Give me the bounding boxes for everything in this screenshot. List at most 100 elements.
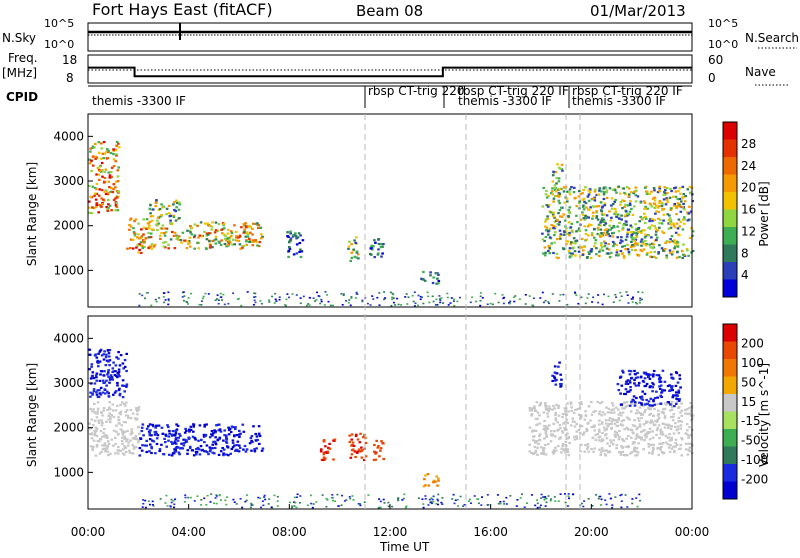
- data-cell: [196, 495, 199, 497]
- data-cell: [575, 437, 579, 440]
- data-cell: [463, 504, 466, 506]
- data-cell: [432, 495, 435, 498]
- data-cell: [112, 429, 116, 432]
- data-cell: [669, 226, 673, 229]
- data-cell: [205, 238, 209, 241]
- data-cell: [632, 298, 634, 300]
- data-cell: [605, 191, 608, 194]
- data-cell: [142, 233, 145, 236]
- y-tick-label: 3000: [53, 174, 84, 188]
- data-cell: [619, 200, 623, 204]
- data-cell: [333, 438, 337, 441]
- data-cell: [600, 244, 603, 247]
- data-cell: [350, 296, 353, 298]
- data-cell: [571, 241, 575, 244]
- data-cell: [116, 376, 119, 379]
- data-cell: [183, 295, 186, 297]
- data-cell: [230, 232, 234, 235]
- data-cell: [108, 359, 112, 362]
- data-cell: [125, 401, 128, 404]
- data-cell: [600, 401, 604, 404]
- data-cell: [626, 204, 630, 207]
- data-cell: [616, 383, 620, 386]
- data-cell: [237, 450, 241, 453]
- data-cell: [190, 226, 194, 229]
- data-cell: [633, 419, 636, 422]
- data-cell: [235, 449, 238, 452]
- data-cell: [296, 493, 299, 496]
- data-cell: [596, 193, 600, 196]
- data-cell: [103, 176, 107, 180]
- data-cell: [222, 223, 226, 226]
- data-cell: [118, 364, 122, 367]
- data-cell: [580, 425, 584, 428]
- data-cell: [579, 193, 583, 196]
- data-cell: [90, 363, 94, 366]
- data-cell: [397, 498, 399, 500]
- data-cell: [434, 304, 437, 306]
- data-cell: [603, 220, 607, 223]
- data-cell: [643, 186, 647, 189]
- data-cell: [582, 245, 586, 249]
- data-cell: [621, 245, 624, 248]
- data-cell: [649, 421, 652, 424]
- data-cell: [431, 502, 433, 505]
- data-cell: [664, 423, 667, 426]
- data-cell: [101, 379, 105, 382]
- data-cell: [158, 449, 161, 453]
- colorbar-tick-label: 20: [741, 181, 756, 195]
- data-cell: [550, 242, 553, 245]
- data-cell: [605, 214, 609, 217]
- data-cell: [652, 187, 656, 190]
- data-cell: [632, 245, 636, 248]
- data-cell: [134, 446, 138, 449]
- data-cell: [619, 414, 623, 417]
- data-cell: [664, 241, 667, 244]
- data-cell: [285, 298, 288, 301]
- data-cell: [244, 450, 248, 453]
- data-cell: [606, 252, 610, 255]
- data-cell: [671, 396, 675, 399]
- data-cell: [223, 303, 226, 306]
- data-cell: [582, 204, 585, 207]
- data-cell: [340, 504, 343, 506]
- data-cell: [651, 430, 654, 433]
- data-cell: [616, 213, 620, 216]
- data-cell: [577, 246, 581, 249]
- data-cell: [227, 237, 230, 240]
- data-cell: [605, 449, 609, 452]
- data-cell: [394, 304, 397, 306]
- colorbar-segment: [723, 376, 737, 395]
- data-cell: [88, 184, 91, 188]
- data-cell: [598, 413, 601, 416]
- data-cell: [164, 441, 167, 444]
- data-cell: [566, 402, 569, 405]
- data-cell: [545, 435, 548, 438]
- data-cell: [102, 141, 106, 144]
- data-cell: [151, 439, 154, 442]
- data-cell: [559, 215, 562, 218]
- data-cell: [142, 218, 145, 221]
- data-cell: [202, 295, 205, 298]
- data-cell: [560, 215, 564, 218]
- data-cell: [595, 253, 598, 256]
- data-cell: [115, 144, 118, 147]
- data-cell: [286, 293, 289, 295]
- data-cell: [423, 478, 426, 481]
- data-cell: [88, 348, 91, 351]
- data-cell: [613, 422, 617, 425]
- data-cell: [617, 389, 621, 392]
- data-cell: [100, 354, 104, 357]
- data-cell: [419, 295, 422, 298]
- data-cell: [148, 207, 152, 210]
- data-cell: [606, 231, 609, 234]
- data-cell: [219, 243, 223, 247]
- data-cell: [595, 216, 598, 219]
- data-cell: [580, 443, 583, 446]
- data-cell: [320, 448, 323, 451]
- data-cell: [557, 166, 561, 169]
- data-cell: [584, 216, 587, 219]
- data-cell: [683, 218, 686, 221]
- data-cell: [161, 432, 165, 435]
- data-cell: [629, 377, 633, 380]
